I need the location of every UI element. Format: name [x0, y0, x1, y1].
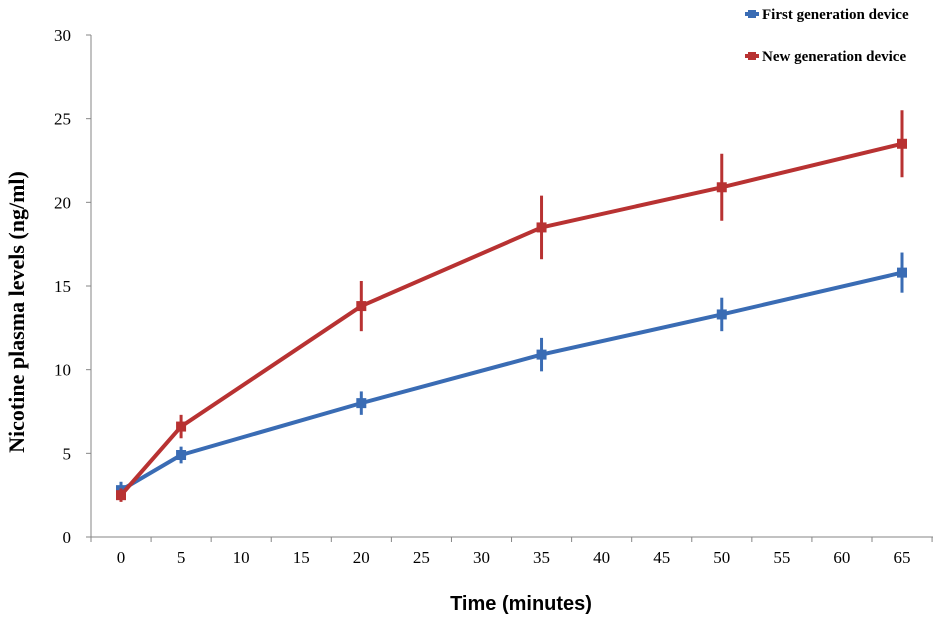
- series-2: [116, 110, 907, 502]
- y-tick-label: 5: [63, 444, 72, 463]
- legend-label: New generation device: [762, 49, 906, 65]
- series-line: [119, 141, 903, 497]
- data-point: [356, 301, 367, 312]
- legend-label: First generation device: [762, 7, 909, 23]
- x-tick-label: 65: [894, 548, 911, 567]
- data-point: [897, 267, 907, 278]
- series-line: [119, 270, 903, 492]
- y-tick-label: 10: [54, 361, 71, 380]
- data-point: [716, 182, 727, 193]
- legend-marker: [748, 52, 756, 60]
- x-tick-label: 25: [413, 548, 430, 567]
- y-tick-label: 25: [54, 110, 71, 129]
- axes: 0 5 10 15 20 25 30 0 5 10 15 20 25 30 35 40 45 50 55 60 65: [54, 26, 933, 567]
- x-tick-label: 0: [117, 548, 126, 567]
- y-tick-label: 20: [54, 193, 71, 212]
- data-point: [176, 450, 187, 461]
- legend-marker: [748, 10, 756, 18]
- x-tick-label: 40: [593, 548, 610, 567]
- y-tick-label: 0: [63, 528, 72, 547]
- series-layer: [116, 110, 907, 502]
- data-point: [716, 309, 727, 320]
- x-tick-label: 45: [653, 548, 670, 567]
- x-tick-label: 5: [177, 548, 186, 567]
- data-point: [116, 490, 126, 501]
- x-tick-label: 15: [293, 548, 310, 567]
- x-tick-label: 50: [713, 548, 730, 567]
- data-point: [536, 349, 547, 360]
- y-axis-label: Nicotine plasma levels (ng/ml): [4, 171, 29, 453]
- data-point: [897, 138, 907, 149]
- x-tick-label: 10: [233, 548, 250, 567]
- y-tick-label: 30: [54, 26, 71, 45]
- legend-entry-1: First generation device: [745, 7, 909, 23]
- data-point: [536, 222, 547, 233]
- series-1: [116, 252, 907, 499]
- data-point: [176, 421, 187, 432]
- x-axis-label: Time (minutes): [450, 593, 592, 615]
- legend-entry-2: New generation device: [745, 49, 906, 65]
- x-tick-label: 35: [533, 548, 550, 567]
- data-point: [356, 398, 367, 409]
- x-tick-label: 30: [473, 548, 490, 567]
- x-tick-label: 20: [353, 548, 370, 567]
- y-tick-label: 15: [54, 277, 71, 296]
- x-tick-label: 55: [773, 548, 790, 567]
- legend: First generation device New generation de…: [745, 7, 909, 65]
- x-tick-label: 60: [833, 548, 850, 567]
